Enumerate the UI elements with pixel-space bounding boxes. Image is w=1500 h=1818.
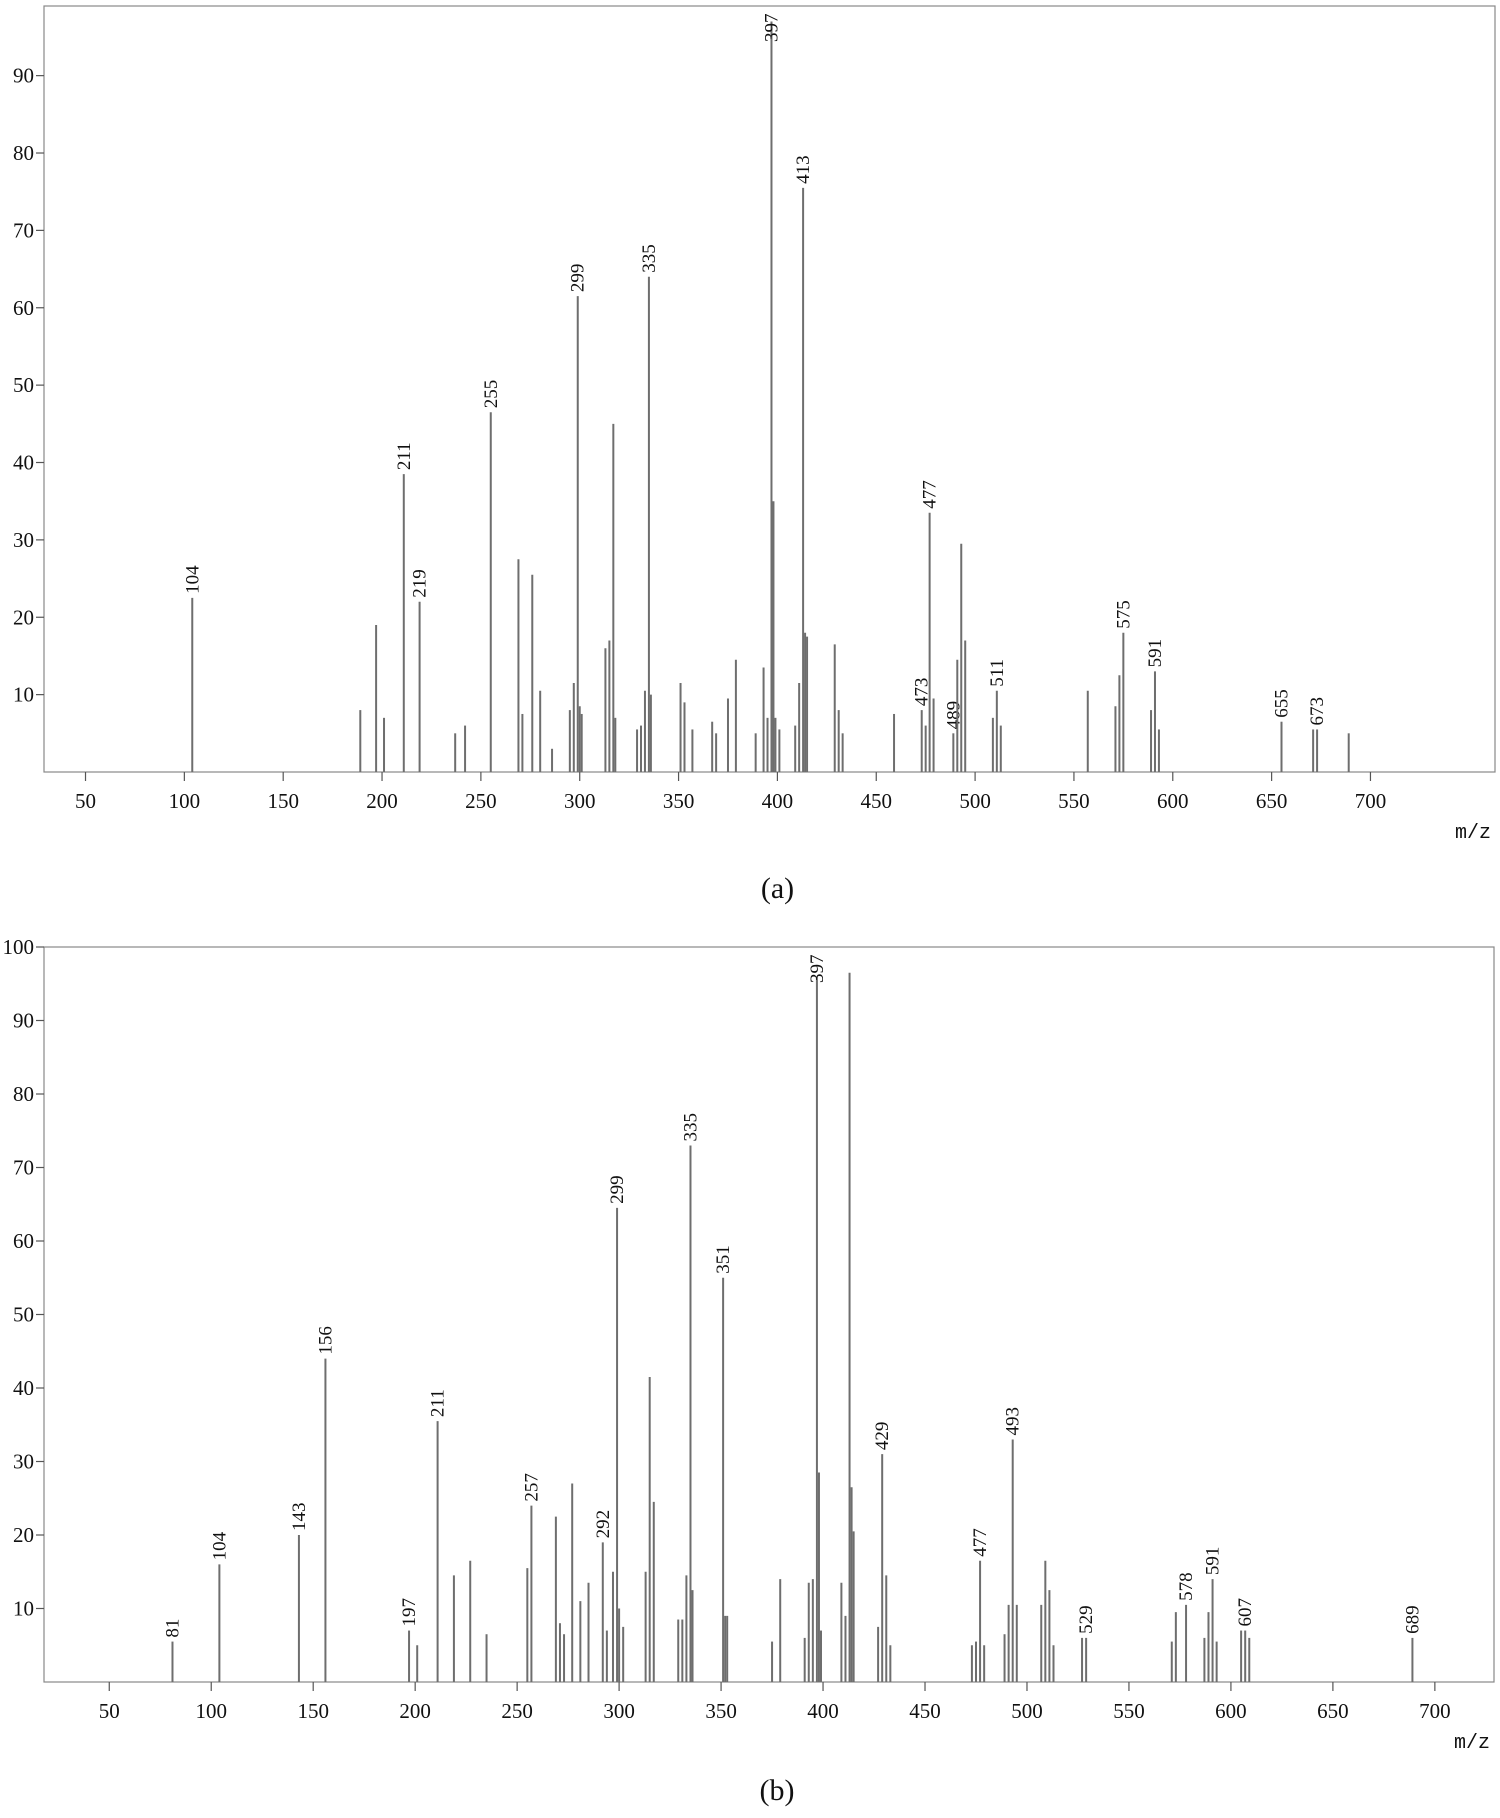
caption: (b) [760, 1774, 795, 1807]
y-tick-label: 60 [13, 1229, 34, 1253]
y-tick-label: 20 [13, 605, 34, 629]
peak-label: 351 [713, 1245, 734, 1274]
x-tick-label: 200 [399, 1699, 431, 1723]
peak-label: 197 [399, 1598, 420, 1627]
y-tick-label: 50 [13, 1303, 34, 1327]
x-tick-label: 350 [705, 1699, 737, 1723]
peak-label: 211 [394, 442, 415, 470]
peak-label: 429 [872, 1422, 893, 1451]
y-tick-label: 10 [13, 1597, 34, 1621]
x-tick-label: 500 [1011, 1699, 1043, 1723]
x-tick-label: 700 [1355, 789, 1387, 813]
x-tick-label: 100 [169, 789, 201, 813]
y-tick-label: 90 [13, 1009, 34, 1033]
peak-label: 473 [912, 678, 933, 707]
x-tick-label: 600 [1157, 789, 1189, 813]
peak-label: 607 [1235, 1598, 1256, 1627]
peak-label: 673 [1307, 697, 1328, 726]
peak-label: 578 [1176, 1572, 1197, 1601]
x-tick-label: 300 [564, 789, 596, 813]
x-tick-label: 150 [267, 789, 299, 813]
y-tick-label: 30 [13, 528, 34, 552]
peak-label: 493 [1003, 1407, 1024, 1436]
peak-label: 335 [680, 1113, 701, 1142]
y-tick-label: 70 [13, 1156, 34, 1180]
x-tick-label: 600 [1215, 1699, 1247, 1723]
x-tick-label: 100 [195, 1699, 227, 1723]
x-tick-label: 300 [603, 1699, 635, 1723]
peak-label: 591 [1203, 1547, 1224, 1576]
plot-frame [43, 5, 1496, 773]
y-tick-label: 30 [13, 1450, 34, 1474]
peak-label: 299 [568, 264, 589, 293]
caption: (a) [761, 872, 794, 905]
peak-label: 397 [761, 14, 782, 43]
x-tick-label: 50 [75, 789, 96, 813]
x-tick-label: 450 [860, 789, 892, 813]
peak-label: 655 [1272, 689, 1293, 718]
x-tick-label: 650 [1256, 789, 1288, 813]
x-axis-label: m/z [1455, 822, 1491, 845]
peak-label: 529 [1076, 1605, 1097, 1634]
x-tick-label: 450 [909, 1699, 941, 1723]
peak-label: 292 [593, 1510, 614, 1539]
x-tick-label: 550 [1113, 1699, 1145, 1723]
peak-label: 156 [315, 1326, 336, 1355]
x-tick-label: 350 [663, 789, 695, 813]
x-tick-label: 400 [807, 1699, 839, 1723]
x-tick-label: 550 [1058, 789, 1090, 813]
peak-label: 104 [182, 565, 203, 594]
peak-label: 104 [209, 1531, 230, 1560]
y-tick-label: 50 [13, 373, 34, 397]
x-tick-label: 400 [762, 789, 794, 813]
peak-label: 335 [639, 244, 660, 273]
peak-label: 81 [162, 1619, 183, 1638]
peak-label: 575 [1113, 600, 1134, 629]
peak-label: 255 [481, 380, 502, 409]
peak-label: 477 [970, 1528, 991, 1557]
x-tick-label: 50 [99, 1699, 120, 1723]
peak-label: 143 [289, 1503, 310, 1532]
y-tick-label: 60 [13, 296, 34, 320]
peak-label: 299 [607, 1175, 628, 1204]
plot-frame [43, 946, 1495, 1683]
x-axis-label: m/z [1454, 1732, 1490, 1755]
peak-label: 413 [793, 155, 814, 184]
peak-label: 211 [428, 1389, 449, 1417]
y-tick-label: 80 [13, 1082, 34, 1106]
peak-label: 511 [987, 659, 1008, 687]
peak-label: 477 [920, 480, 941, 509]
x-tick-label: 250 [501, 1699, 533, 1723]
y-tick-label: 80 [13, 141, 34, 165]
peak-label: 219 [410, 569, 431, 598]
y-tick-label: 40 [13, 1376, 34, 1400]
x-tick-label: 650 [1317, 1699, 1349, 1723]
y-tick-label: 40 [13, 451, 34, 475]
y-tick-label: 70 [13, 218, 34, 242]
x-tick-label: 700 [1419, 1699, 1451, 1723]
peak-label: 257 [521, 1473, 542, 1502]
x-tick-label: 150 [297, 1699, 329, 1723]
x-tick-label: 500 [959, 789, 991, 813]
peak-label: 489 [943, 701, 964, 730]
x-tick-label: 200 [366, 789, 398, 813]
y-tick-label: 100 [3, 935, 35, 959]
peak-label: 689 [1402, 1605, 1423, 1634]
x-tick-label: 250 [465, 789, 497, 813]
y-tick-label: 90 [13, 64, 34, 88]
peak-label: 591 [1145, 639, 1166, 668]
y-tick-label: 10 [13, 683, 34, 707]
peak-label: 397 [807, 955, 828, 984]
y-tick-label: 20 [13, 1523, 34, 1547]
